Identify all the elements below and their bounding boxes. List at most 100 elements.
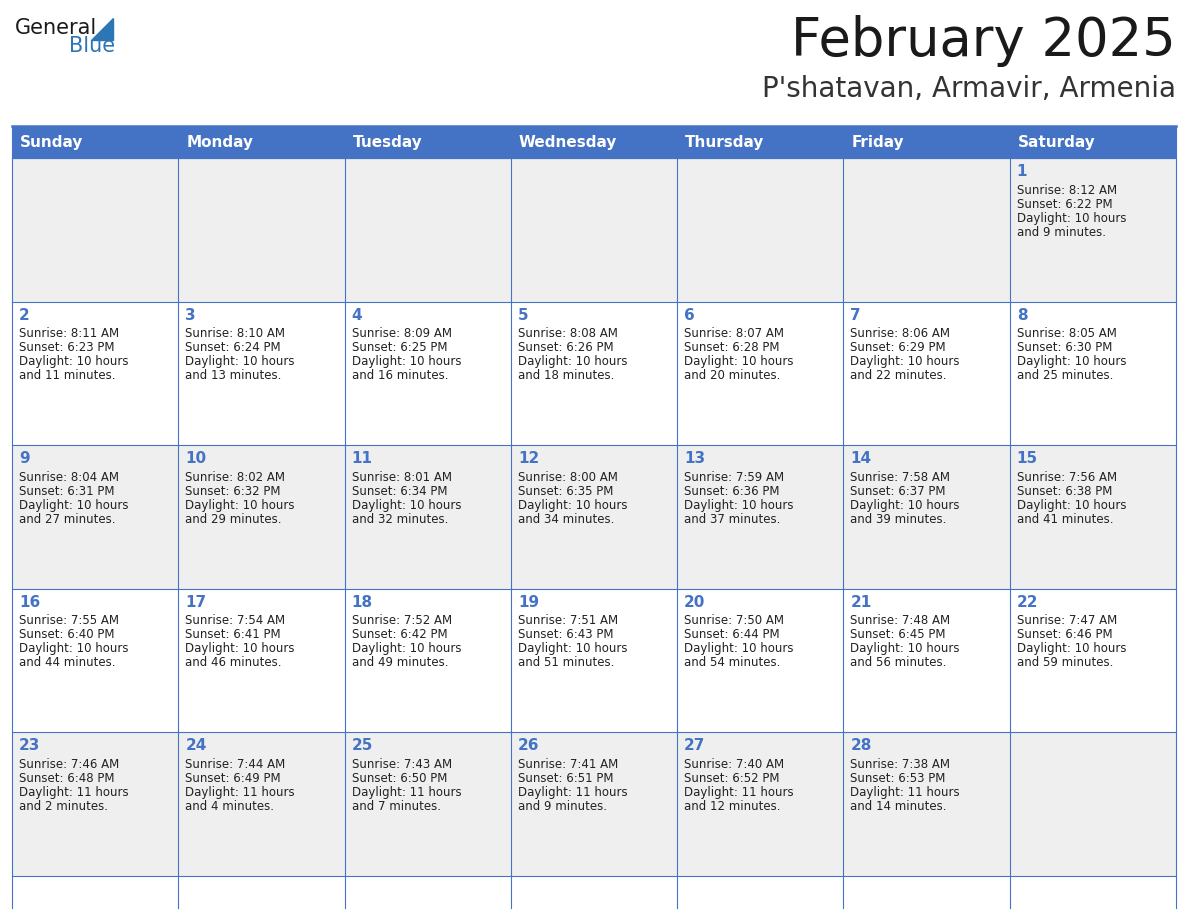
Text: and 16 minutes.: and 16 minutes.: [352, 369, 448, 382]
Text: and 9 minutes.: and 9 minutes.: [518, 800, 607, 813]
Text: 12: 12: [518, 452, 539, 466]
Text: Sunrise: 7:56 AM: Sunrise: 7:56 AM: [1017, 471, 1117, 484]
Bar: [12, 126, 1176, 158]
Text: Sunrise: 8:00 AM: Sunrise: 8:00 AM: [518, 471, 618, 484]
Text: and 51 minutes.: and 51 minutes.: [518, 656, 614, 669]
Text: Daylight: 10 hours: Daylight: 10 hours: [1017, 212, 1126, 225]
Text: Daylight: 10 hours: Daylight: 10 hours: [185, 355, 295, 368]
Text: Sunset: 6:48 PM: Sunset: 6:48 PM: [19, 772, 114, 785]
Text: and 20 minutes.: and 20 minutes.: [684, 369, 781, 382]
Text: Sunrise: 8:02 AM: Sunrise: 8:02 AM: [185, 471, 285, 484]
Text: 16: 16: [19, 595, 40, 610]
Text: and 41 minutes.: and 41 minutes.: [1017, 513, 1113, 526]
Text: 23: 23: [19, 738, 40, 754]
Bar: [12, 302, 1176, 445]
Text: Sunrise: 7:59 AM: Sunrise: 7:59 AM: [684, 471, 784, 484]
Text: Sunset: 6:45 PM: Sunset: 6:45 PM: [851, 629, 946, 642]
Text: Sunset: 6:31 PM: Sunset: 6:31 PM: [19, 485, 114, 498]
Text: Sunrise: 7:46 AM: Sunrise: 7:46 AM: [19, 758, 119, 771]
Text: Sunrise: 8:01 AM: Sunrise: 8:01 AM: [352, 471, 451, 484]
Text: Daylight: 10 hours: Daylight: 10 hours: [518, 498, 627, 512]
Text: Sunset: 6:23 PM: Sunset: 6:23 PM: [19, 341, 114, 354]
Text: 21: 21: [851, 595, 872, 610]
Text: 26: 26: [518, 738, 539, 754]
Text: Sunset: 6:46 PM: Sunset: 6:46 PM: [1017, 629, 1112, 642]
Text: Daylight: 10 hours: Daylight: 10 hours: [19, 643, 128, 655]
Text: Sunset: 6:40 PM: Sunset: 6:40 PM: [19, 629, 114, 642]
Text: Sunrise: 7:54 AM: Sunrise: 7:54 AM: [185, 614, 285, 627]
Text: 24: 24: [185, 738, 207, 754]
Text: Sunset: 6:53 PM: Sunset: 6:53 PM: [851, 772, 946, 785]
Text: Monday: Monday: [187, 135, 253, 150]
Text: Sunrise: 7:47 AM: Sunrise: 7:47 AM: [1017, 614, 1117, 627]
Text: Sunset: 6:44 PM: Sunset: 6:44 PM: [684, 629, 779, 642]
Text: Daylight: 10 hours: Daylight: 10 hours: [518, 355, 627, 368]
Text: P'shatavan, Armavir, Armenia: P'shatavan, Armavir, Armenia: [762, 75, 1176, 103]
Text: Sunrise: 7:51 AM: Sunrise: 7:51 AM: [518, 614, 618, 627]
Text: 4: 4: [352, 308, 362, 322]
Text: Daylight: 11 hours: Daylight: 11 hours: [518, 786, 627, 799]
Text: and 14 minutes.: and 14 minutes.: [851, 800, 947, 813]
Text: and 18 minutes.: and 18 minutes.: [518, 369, 614, 382]
Text: 3: 3: [185, 308, 196, 322]
Text: Sunset: 6:26 PM: Sunset: 6:26 PM: [518, 341, 613, 354]
Text: and 29 minutes.: and 29 minutes.: [185, 513, 282, 526]
Text: Sunrise: 8:11 AM: Sunrise: 8:11 AM: [19, 327, 119, 341]
Text: Daylight: 10 hours: Daylight: 10 hours: [684, 643, 794, 655]
Text: Sunset: 6:38 PM: Sunset: 6:38 PM: [1017, 485, 1112, 498]
Text: Sunset: 6:42 PM: Sunset: 6:42 PM: [352, 629, 447, 642]
Text: Sunrise: 8:10 AM: Sunrise: 8:10 AM: [185, 327, 285, 341]
Bar: [12, 158, 1176, 302]
Text: 9: 9: [19, 452, 30, 466]
Text: Sunset: 6:51 PM: Sunset: 6:51 PM: [518, 772, 613, 785]
Text: and 7 minutes.: and 7 minutes.: [352, 800, 441, 813]
Text: Sunrise: 7:44 AM: Sunrise: 7:44 AM: [185, 758, 285, 771]
Text: and 37 minutes.: and 37 minutes.: [684, 513, 781, 526]
Text: 1: 1: [1017, 164, 1028, 179]
Text: Sunrise: 7:38 AM: Sunrise: 7:38 AM: [851, 758, 950, 771]
Text: Sunrise: 8:07 AM: Sunrise: 8:07 AM: [684, 327, 784, 341]
Text: 13: 13: [684, 452, 706, 466]
Text: and 56 minutes.: and 56 minutes.: [851, 656, 947, 669]
Text: Thursday: Thursday: [685, 135, 765, 150]
Text: and 9 minutes.: and 9 minutes.: [1017, 226, 1106, 239]
Text: Daylight: 10 hours: Daylight: 10 hours: [19, 355, 128, 368]
Text: Daylight: 11 hours: Daylight: 11 hours: [684, 786, 794, 799]
Text: 14: 14: [851, 452, 872, 466]
Text: 8: 8: [1017, 308, 1028, 322]
Text: February 2025: February 2025: [791, 15, 1176, 67]
Text: and 4 minutes.: and 4 minutes.: [185, 800, 274, 813]
Text: and 11 minutes.: and 11 minutes.: [19, 369, 115, 382]
Text: Sunrise: 8:08 AM: Sunrise: 8:08 AM: [518, 327, 618, 341]
Text: and 34 minutes.: and 34 minutes.: [518, 513, 614, 526]
Text: 10: 10: [185, 452, 207, 466]
Text: Daylight: 10 hours: Daylight: 10 hours: [1017, 355, 1126, 368]
Polygon shape: [91, 18, 113, 40]
Text: and 32 minutes.: and 32 minutes.: [352, 513, 448, 526]
Text: and 46 minutes.: and 46 minutes.: [185, 656, 282, 669]
Text: Daylight: 10 hours: Daylight: 10 hours: [352, 498, 461, 512]
Bar: [12, 733, 1176, 876]
Text: Daylight: 10 hours: Daylight: 10 hours: [352, 355, 461, 368]
Text: Daylight: 10 hours: Daylight: 10 hours: [352, 643, 461, 655]
Text: Sunset: 6:49 PM: Sunset: 6:49 PM: [185, 772, 280, 785]
Text: Sunrise: 7:55 AM: Sunrise: 7:55 AM: [19, 614, 119, 627]
Text: Daylight: 11 hours: Daylight: 11 hours: [185, 786, 295, 799]
Text: Daylight: 10 hours: Daylight: 10 hours: [851, 355, 960, 368]
Text: 20: 20: [684, 595, 706, 610]
Text: 25: 25: [352, 738, 373, 754]
Text: Sunset: 6:35 PM: Sunset: 6:35 PM: [518, 485, 613, 498]
Text: Daylight: 10 hours: Daylight: 10 hours: [684, 355, 794, 368]
Text: Daylight: 11 hours: Daylight: 11 hours: [352, 786, 461, 799]
Text: and 27 minutes.: and 27 minutes.: [19, 513, 115, 526]
Text: 7: 7: [851, 308, 861, 322]
Text: Sunrise: 7:52 AM: Sunrise: 7:52 AM: [352, 614, 451, 627]
Text: Sunset: 6:28 PM: Sunset: 6:28 PM: [684, 341, 779, 354]
Text: Sunrise: 7:43 AM: Sunrise: 7:43 AM: [352, 758, 451, 771]
Text: 27: 27: [684, 738, 706, 754]
Text: Sunrise: 8:06 AM: Sunrise: 8:06 AM: [851, 327, 950, 341]
Text: Sunset: 6:32 PM: Sunset: 6:32 PM: [185, 485, 280, 498]
Text: Daylight: 10 hours: Daylight: 10 hours: [1017, 498, 1126, 512]
Text: 18: 18: [352, 595, 373, 610]
Text: Daylight: 10 hours: Daylight: 10 hours: [518, 643, 627, 655]
